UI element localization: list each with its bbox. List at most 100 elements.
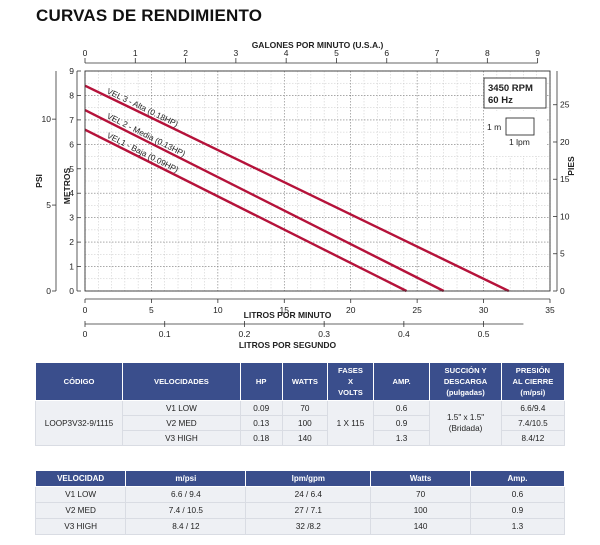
bottom-tick-label: 15 bbox=[280, 305, 290, 315]
header-fases: FASES X VOLTS bbox=[327, 362, 374, 401]
specs-table: CÓDIGO VELOCIDADES HP WATTS FASES X VOLT… bbox=[34, 362, 566, 446]
bottom-tick-label: 10 bbox=[213, 305, 223, 315]
metros-tick-label: 0 bbox=[69, 286, 74, 296]
pies-tick-label: 20 bbox=[560, 137, 570, 147]
mpsi-cell: 6.6 / 9.4 bbox=[125, 486, 247, 503]
rpm-legend-box bbox=[483, 77, 547, 109]
chart-labels: VEL 3 - Alta (0.18HP)VEL 2 - Media (0.13… bbox=[34, 40, 576, 350]
amp-cell: 0.6 bbox=[469, 486, 566, 503]
amp-cell: 0.6 bbox=[372, 400, 431, 416]
lps-tick-label: 0.5 bbox=[478, 329, 490, 339]
top-tick-label: 7 bbox=[435, 48, 440, 58]
pies-tick-label: 5 bbox=[560, 249, 565, 259]
header-watts: WATTS bbox=[281, 362, 329, 401]
page-title: CURVAS DE RENDIMIENTO bbox=[36, 6, 263, 25]
bottom-axis-label: LITROS POR MINUTO bbox=[244, 310, 332, 320]
bottom-tick-label: 30 bbox=[479, 305, 489, 315]
lpm-cell: 24 / 6.4 bbox=[245, 486, 372, 503]
amp-cell: 1.3 bbox=[469, 518, 566, 535]
plot-frame bbox=[84, 70, 551, 292]
speed-cell: V2 MED bbox=[34, 502, 127, 519]
psi-tick-label: 10 bbox=[42, 114, 52, 124]
metros-tick-label: 9 bbox=[69, 66, 74, 76]
lps-tick-label: 0.4 bbox=[398, 329, 410, 339]
watts-cell: 70 bbox=[370, 486, 471, 503]
table-row: V3 HIGH 0.18 140 1.3 8.4/12 bbox=[36, 430, 566, 446]
series-line bbox=[84, 128, 408, 293]
pies-tick-label: 10 bbox=[560, 211, 570, 221]
connection-type: (Bridada) bbox=[448, 424, 483, 433]
header-lpm-gpm: lpm/gpm bbox=[245, 470, 372, 487]
top-tick-label: 8 bbox=[485, 48, 490, 58]
series-line bbox=[84, 109, 445, 293]
lpm-cell: 27 / 7.1 bbox=[245, 502, 372, 519]
header-mpsi: m/psi bbox=[125, 470, 247, 487]
header-velocidades: VELOCIDADES bbox=[122, 362, 241, 401]
bottom-tick-label: 20 bbox=[346, 305, 356, 315]
connection-size: 1.5" x 1.5" (Bridada) bbox=[429, 400, 502, 446]
hp-cell: 0.13 bbox=[239, 415, 283, 431]
amp-cell: 0.9 bbox=[372, 415, 431, 431]
header-presion: PRESIÓN AL CIERRE (m/psi) bbox=[500, 362, 566, 401]
header-amp: Amp. bbox=[469, 470, 566, 487]
scale-square bbox=[505, 117, 535, 136]
chart-axes bbox=[52, 58, 558, 327]
lpm-cell: 32 /8.2 bbox=[245, 518, 372, 535]
hz-text: 60 Hz bbox=[488, 95, 513, 106]
top-tick-label: 6 bbox=[384, 48, 389, 58]
top-tick-label: 0 bbox=[83, 48, 88, 58]
top-tick-label: 2 bbox=[183, 48, 188, 58]
header-codigo: CÓDIGO bbox=[34, 362, 124, 401]
metros-tick-label: 7 bbox=[69, 115, 74, 125]
top-tick-label: 3 bbox=[234, 48, 239, 58]
header-hp: HP bbox=[239, 362, 283, 401]
performance-chart: VEL 3 - Alta (0.18HP)VEL 2 - Media (0.13… bbox=[34, 40, 576, 350]
phase-volts: 1 X 115 bbox=[327, 400, 374, 446]
table-row: LOOP3V32-9/1115 V1 LOW 0.09 70 1 X 115 0… bbox=[34, 400, 566, 446]
header-amp: AMP. bbox=[372, 362, 431, 401]
performance-header-row: VELOCIDAD m/psi lpm/gpm Watts Amp. bbox=[34, 470, 566, 487]
connection-size-value: 1.5" x 1.5" bbox=[446, 413, 485, 422]
table-row: V3 HIGH 8.4 / 12 32 /8.2 140 1.3 bbox=[34, 518, 566, 535]
top-axis-label: GALONES POR MINUTO (U.S.A.) bbox=[252, 40, 384, 50]
top-tick-label: 5 bbox=[334, 48, 339, 58]
speed-cell: V3 HIGH bbox=[34, 518, 127, 535]
watts-cell: 140 bbox=[281, 430, 329, 446]
metros-tick-label: 4 bbox=[69, 188, 74, 198]
bottom-tick-label: 35 bbox=[545, 305, 555, 315]
metros-axis-label: METROS bbox=[62, 167, 72, 204]
metros-tick-label: 5 bbox=[69, 164, 74, 174]
top-tick-label: 1 bbox=[133, 48, 138, 58]
hp-cell: 0.09 bbox=[239, 400, 283, 416]
rpm-text: 3450 RPM bbox=[488, 83, 533, 94]
header-velocidad: VELOCIDAD bbox=[34, 470, 127, 487]
pressure-cell: 7.4/10.5 bbox=[500, 415, 566, 431]
mpsi-cell: 7.4 / 10.5 bbox=[125, 502, 247, 519]
mpsi-cell: 8.4 / 12 bbox=[125, 518, 247, 535]
watts-cell: 100 bbox=[370, 502, 471, 519]
hp-cell: 0.18 bbox=[239, 430, 283, 446]
metros-tick-label: 3 bbox=[69, 213, 74, 223]
chart-series bbox=[84, 84, 510, 293]
amp-cell: 0.9 bbox=[469, 502, 566, 519]
metros-tick-label: 1 bbox=[69, 262, 74, 272]
pressure-cell: 6.6/9.4 bbox=[500, 400, 566, 416]
pies-tick-label: 15 bbox=[560, 174, 570, 184]
speed-cell: V1 LOW bbox=[122, 400, 241, 416]
bottom-tick-label: 0 bbox=[83, 305, 88, 315]
psi-axis-label: PSI bbox=[34, 174, 44, 188]
speed-cell: V1 LOW bbox=[34, 486, 127, 503]
lps-tick-label: 0.2 bbox=[239, 329, 251, 339]
amp-cell: 1.3 bbox=[372, 430, 431, 446]
pies-tick-label: 25 bbox=[560, 100, 570, 110]
watts-cell: 70 bbox=[281, 400, 329, 416]
table-row: V1 LOW 6.6 / 9.4 24 / 6.4 70 0.6 bbox=[34, 486, 566, 503]
lps-tick-label: 0.1 bbox=[159, 329, 171, 339]
metros-tick-label: 6 bbox=[69, 139, 74, 149]
metros-tick-label: 2 bbox=[69, 237, 74, 247]
pressure-cell: 8.4/12 bbox=[500, 430, 566, 446]
scale-horizontal-label: 1 lpm bbox=[509, 137, 530, 147]
speed-cell: V3 HIGH bbox=[122, 430, 241, 446]
performance-table: VELOCIDAD m/psi lpm/gpm Watts Amp. V1 LO… bbox=[34, 470, 566, 535]
header-succion: SUCCIÓN Y DESCARGA (pulgadas) bbox=[429, 362, 502, 401]
